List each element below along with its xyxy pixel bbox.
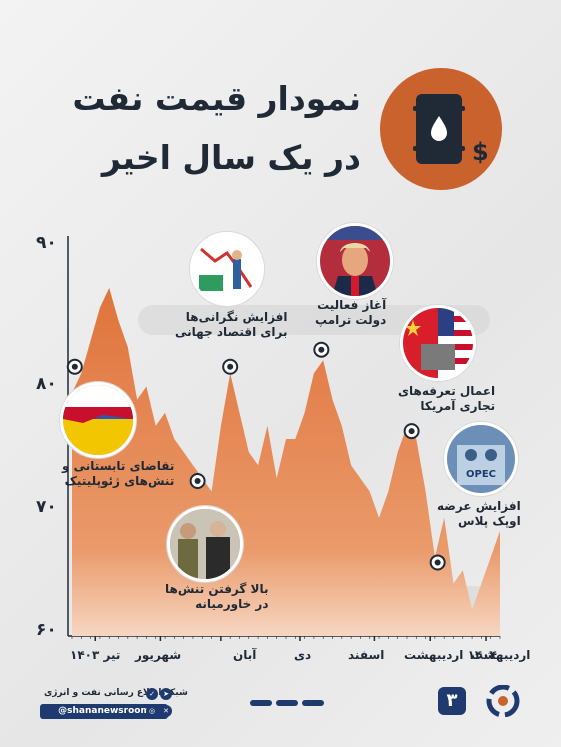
annotation-economy-concerns: افزایش نگرانی‌ها برای اقتصاد جهانی [175, 310, 288, 340]
annotation-line1: افزایش نگرانی‌ها [185, 310, 288, 324]
annotation-opec: افزایش عرضه اوپک پلاس [437, 499, 521, 529]
svg-text:OPEC: OPEC [466, 469, 496, 480]
soldiers-photo [167, 506, 243, 582]
telegram-icon[interactable]: ➤ [160, 688, 172, 700]
oil-drop-icon [431, 116, 447, 141]
annotation-line2: در خاورمیانه [195, 597, 269, 611]
tariff-flags-photo [400, 305, 476, 381]
month-label: دی [294, 648, 312, 662]
decorative-dash [276, 700, 298, 706]
annotation-line1: تقاضای تابستانی و [62, 459, 175, 473]
annotation-marker-dot [408, 428, 415, 435]
trump-photo [317, 223, 393, 299]
instagram-icon[interactable]: ◎ [146, 705, 158, 717]
market-photo [190, 232, 264, 306]
annotation-line1: بالا گرفتن تنش‌ها [165, 582, 269, 596]
month-label: اردیبهشت [471, 648, 531, 662]
month-label: شهریور [135, 648, 182, 662]
annotation-summer-demand: تقاضای تابستانی و تنش‌های ژئوپلیتیک [62, 459, 174, 489]
month-label: ۱۴۰۴ اردیبهشت [404, 648, 497, 662]
shana-logo-icon [486, 685, 520, 717]
oil-barrel-badge: $ [380, 68, 502, 190]
flag-photo [60, 382, 136, 458]
annotation-marker-dot [227, 363, 234, 370]
y-tick-label: ۶۰ [36, 620, 57, 640]
annotation-trump: آغاز فعالیت دولت ترامپ [315, 298, 386, 328]
page-title-line2: در یک سال اخیر [101, 138, 361, 177]
y-tick-label: ۸۰ [36, 374, 57, 394]
month-label: اسفند [348, 648, 385, 662]
annotation-line2: دولت ترامپ [315, 313, 387, 327]
oil-barrel-icon: $ [413, 94, 489, 166]
annotation-marker-dot [194, 478, 201, 485]
decorative-dash [302, 700, 324, 706]
month-label: تیر ۱۴۰۳ [70, 648, 121, 662]
annotation-line1: افزایش عرضه [437, 499, 521, 513]
annotation-line2: تنش‌های ژئوپلیتیک [64, 474, 175, 488]
annotation-marker-dot [71, 363, 78, 370]
y-tick-label: ۹۰ [36, 233, 57, 253]
check-badge-icon: ✓ [146, 688, 158, 700]
dollar-sign-icon: $ [472, 138, 489, 166]
y-tick-label: ۷۰ [36, 497, 57, 517]
annotation-line2: اوپک پلاس [458, 514, 521, 528]
annotation-tariffs: اعمال تعرفه‌های تجاری آمریکا [398, 384, 495, 414]
page-title-line1: نمودار قیمت نفت [72, 79, 361, 118]
decorative-dash [250, 700, 272, 706]
social-handle[interactable]: @shananewsroom [40, 704, 168, 719]
network-name: شبکه اطلاع رسانی نفت و انرژی [44, 688, 188, 698]
month-label: آبان [233, 648, 257, 662]
page-number: ۳ [438, 687, 466, 715]
annotation-line1: اعمال تعرفه‌های [398, 384, 496, 398]
annotation-middle-east: بالا گرفتن تنش‌ها در خاورمیانه [165, 582, 269, 612]
annotation-line2: برای اقتصاد جهانی [175, 325, 288, 339]
opec-photo: OPEC [444, 422, 518, 496]
annotation-line1: آغاز فعالیت [317, 298, 387, 312]
annotation-marker-dot [434, 559, 441, 566]
x-twitter-icon[interactable]: ✕ [160, 705, 172, 717]
annotation-marker-dot [318, 346, 325, 353]
annotation-line2: تجاری آمریکا [420, 399, 496, 413]
